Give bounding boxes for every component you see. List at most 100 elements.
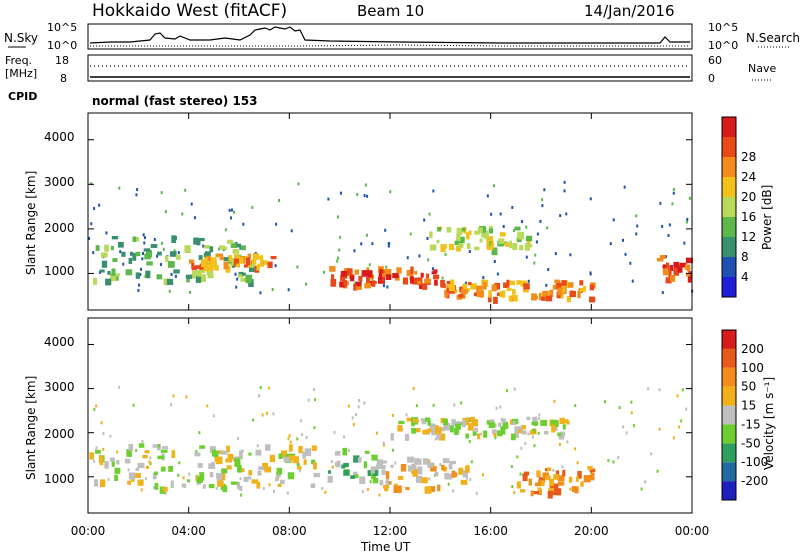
velocity-colorbar-swatch <box>722 367 736 387</box>
data-point <box>342 447 348 456</box>
data-point <box>253 253 260 259</box>
data-point <box>496 292 501 297</box>
data-point <box>334 462 339 467</box>
data-point <box>431 267 434 271</box>
data-point <box>444 252 447 256</box>
data-point <box>370 466 376 474</box>
data-point <box>542 290 549 296</box>
data-point <box>411 470 414 474</box>
data-point <box>243 264 251 268</box>
data-point <box>135 448 138 452</box>
data-point <box>414 458 420 465</box>
data-point <box>236 243 242 248</box>
data-point <box>533 444 536 448</box>
data-point <box>687 274 692 283</box>
data-point <box>159 263 162 267</box>
data-point <box>665 262 670 270</box>
data-point <box>433 269 438 273</box>
data-point <box>681 388 684 392</box>
data-point <box>355 474 359 479</box>
data-point <box>420 272 424 278</box>
data-point <box>153 486 156 490</box>
data-point <box>571 486 576 493</box>
data-point <box>406 417 413 422</box>
data-point <box>358 275 363 282</box>
data-point <box>656 257 664 262</box>
power-colorbar-swatch <box>722 277 736 297</box>
data-point <box>358 399 361 403</box>
data-point <box>312 388 315 392</box>
data-point <box>474 230 480 235</box>
data-point <box>334 451 341 456</box>
data-point <box>449 460 456 465</box>
data-point <box>482 276 485 280</box>
data-point <box>226 445 230 453</box>
data-point <box>357 405 360 409</box>
data-point <box>275 473 281 478</box>
data-point <box>553 399 556 403</box>
data-point <box>454 427 459 436</box>
velocity-ytick-2000: 2000 <box>44 427 75 441</box>
data-point <box>145 465 150 469</box>
data-point <box>415 475 423 483</box>
data-point <box>262 462 268 471</box>
data-point <box>445 473 453 480</box>
data-point <box>390 432 394 441</box>
data-point <box>125 269 133 276</box>
data-point <box>198 237 205 242</box>
data-point <box>482 281 487 290</box>
power-colorbar-swatch <box>722 137 736 157</box>
data-point <box>549 289 554 297</box>
data-point <box>534 253 537 257</box>
velocity-colorbar-tick: -50 <box>741 436 761 450</box>
data-point <box>214 265 219 271</box>
data-point <box>409 232 412 236</box>
data-point <box>376 431 379 435</box>
power-colorbar-tick: 8 <box>741 250 749 264</box>
data-point <box>329 266 336 272</box>
data-point <box>242 222 245 226</box>
data-point <box>622 425 625 429</box>
cpid-text: normal (fast stereo) 153 <box>92 94 258 108</box>
data-point <box>188 290 191 294</box>
data-point <box>422 429 429 435</box>
data-point <box>455 424 461 430</box>
data-point <box>259 385 262 389</box>
data-point <box>672 191 675 195</box>
data-point <box>368 263 371 267</box>
velocity-colorbar-swatch <box>722 330 736 349</box>
velocity-colorbar-swatch <box>722 424 736 444</box>
data-point <box>95 245 100 251</box>
data-point <box>313 426 316 430</box>
data-point <box>434 279 438 286</box>
data-point <box>247 253 252 259</box>
data-point <box>538 479 542 486</box>
data-point <box>372 466 379 473</box>
plot-title: Hokkaido West (fitACF) <box>92 1 287 21</box>
data-point <box>104 461 109 469</box>
data-point <box>236 481 241 490</box>
data-point <box>349 275 355 282</box>
data-point <box>589 296 596 303</box>
data-point <box>343 469 349 476</box>
data-point <box>252 418 255 422</box>
data-point <box>506 279 510 288</box>
data-point <box>286 491 289 495</box>
data-point <box>680 419 683 423</box>
data-point <box>504 242 510 247</box>
data-point <box>406 269 414 277</box>
data-point <box>384 228 387 232</box>
data-point <box>548 487 554 492</box>
data-point <box>95 404 98 408</box>
data-point <box>343 435 346 439</box>
data-point <box>493 184 496 188</box>
data-point <box>307 398 310 402</box>
data-point <box>215 472 223 478</box>
data-point <box>483 430 488 438</box>
data-point <box>193 237 199 245</box>
data-point <box>289 455 295 461</box>
data-point <box>527 432 530 436</box>
data-point <box>467 281 472 286</box>
data-point <box>350 475 356 479</box>
data-point <box>216 477 223 482</box>
